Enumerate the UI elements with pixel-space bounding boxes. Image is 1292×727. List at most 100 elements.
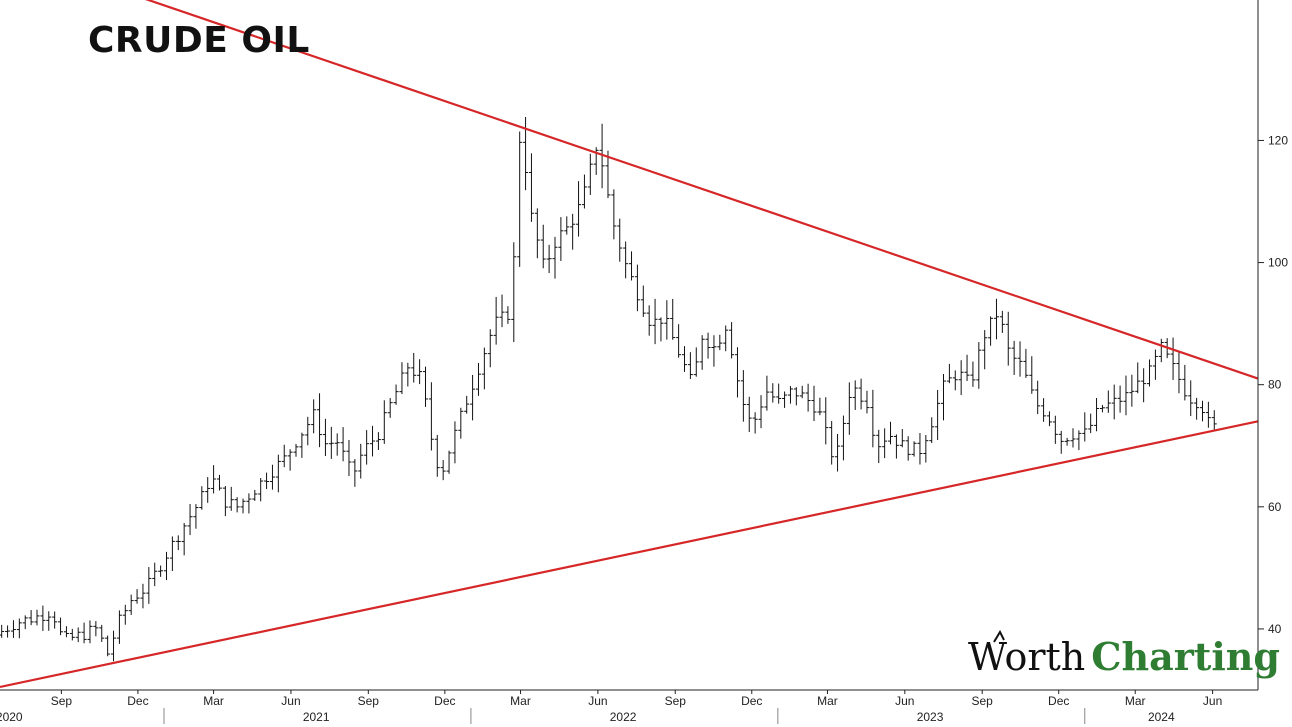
y-tick-label: 60 [1268,500,1282,514]
ohlc-bar [852,380,858,411]
ohlc-bar [982,330,988,370]
ohlc-bar [905,436,911,461]
ohlc-bar [1029,356,1035,394]
ohlc-bar [899,429,905,448]
logo-text-charting: Charting [1091,634,1280,679]
y-tick-label: 40 [1268,622,1282,636]
x-ticks: Sep Dec Mar Jun Sep Dec Mar Jun Sep Dec Mar Jun Sep D… [51,690,1222,708]
ohlc-bar [346,440,352,477]
ohlc-bar [87,620,93,644]
ohlc-bar [205,477,211,503]
ohlc-bar [711,335,717,367]
ohlc-bar [334,433,340,456]
ohlc-bar [817,397,823,416]
ohlc-bar [364,430,370,465]
ohlc-bar [152,562,158,587]
price-bars [0,116,1217,662]
ohlc-bar [1135,362,1141,394]
ohlc-bar [428,382,434,451]
ohlc-bar [1123,375,1129,416]
ohlc-bar [717,334,723,351]
ohlc-bar [417,359,423,385]
x-tick-label: Dec [127,694,148,708]
ohlc-bar [22,615,28,630]
y-ticks: 40 60 80 100 120 [1258,133,1288,636]
ohlc-bar [375,432,381,450]
x-tick-label: Mar [1125,694,1146,708]
ohlc-bar [958,360,964,396]
ohlc-bar [941,374,946,421]
ohlc-bar [758,395,764,429]
ohlc-bar [311,399,317,434]
ohlc-bar [629,251,635,281]
ohlc-bar [358,443,364,479]
ohlc-bar [1211,410,1217,431]
ohlc-bar [634,264,640,312]
ohlc-bar [370,425,376,457]
ohlc-bar [158,565,164,577]
ohlc-bar [328,426,334,459]
ohlc-bar [470,374,476,421]
y-tick-label: 120 [1268,133,1288,147]
ohlc-bar [405,362,411,387]
ohlc-bar [1129,374,1135,407]
ohlc-bar [434,434,440,477]
ohlc-bar [246,493,252,514]
ohlc-bar [1158,338,1164,363]
ohlc-bar [617,218,623,262]
ohlc-bar [988,316,994,346]
ohlc-bar [646,305,652,336]
ohlc-bar [1117,385,1123,413]
ohlc-bar [222,486,228,517]
ohlc-bar [1188,380,1194,417]
ohlc-bar [734,347,740,398]
ohlc-bar [0,624,5,638]
lower-trendline [0,420,1259,689]
ohlc-bar [452,421,458,464]
x-tick-label: Jun [588,694,607,708]
ohlc-bar [411,352,417,383]
ohlc-bar [882,428,888,459]
logo-text-worth: Worth [968,635,1085,679]
ohlc-bar [134,589,140,604]
ohlc-bar [1094,398,1100,432]
ohlc-bar [705,332,711,359]
ohlc-bar [670,298,676,340]
ohlc-bar [10,620,16,638]
x-tick-label: Dec [741,694,762,708]
ohlc-bar [169,536,175,572]
ohlc-bar [676,324,682,358]
ohlc-bar [1182,364,1188,401]
ohlc-bar [16,618,22,639]
year-label: 2021 [303,710,330,724]
ohlc-bar [1041,398,1047,422]
ohlc-bar [929,417,935,443]
ohlc-bar [75,627,81,643]
ohlc-bar [1176,352,1182,394]
ohlc-bar [1076,430,1082,451]
ohlc-bar [640,285,646,317]
ohlc-bar [1141,368,1147,403]
x-tick-label: Jun [895,694,914,708]
ohlc-bar [1046,411,1052,427]
ohlc-bar [481,347,487,390]
ohlc-bar [564,216,570,235]
ohlc-bar [799,385,805,399]
ohlc-bar [976,342,982,389]
ohlc-bar [5,625,11,638]
ohlc-bar [34,609,40,626]
ohlc-bar [1200,400,1205,422]
ohlc-bar [1017,341,1023,377]
ohlc-bar [1023,348,1029,378]
ohlc-bar [858,378,864,410]
ohlc-bar [1064,437,1070,446]
x-tick-label: Sep [972,694,994,708]
ohlc-bar [317,393,323,448]
ohlc-bar [540,224,546,269]
ohlc-bar [423,366,428,407]
ohlc-bar [723,325,729,352]
logo-arrow-icon [993,629,1005,643]
ohlc-bar [888,421,894,445]
